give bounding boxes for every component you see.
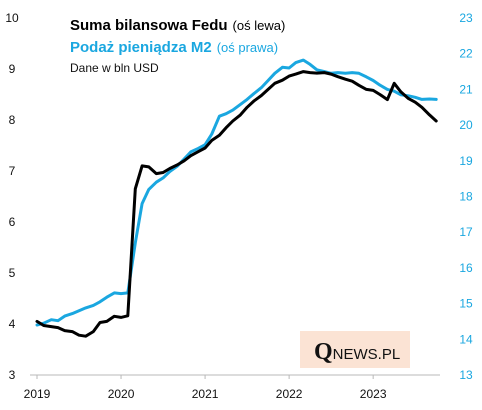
right-tick-label: 16 bbox=[459, 261, 473, 275]
legend-label-fed: Suma bilansowa Fedu (oś lewa) bbox=[70, 17, 285, 34]
x-tick-label: 2019 bbox=[24, 387, 51, 401]
units-note: Dane w bln USD bbox=[70, 61, 159, 75]
logo-text: QNEWS.PL bbox=[314, 339, 400, 365]
right-tick-label: 13 bbox=[459, 368, 473, 382]
x-tick-label: 2021 bbox=[192, 387, 219, 401]
left-tick-label: 4 bbox=[9, 317, 16, 331]
legend-fed-name: Suma bilansowa Fedu bbox=[70, 17, 228, 34]
left-tick-label: 7 bbox=[9, 164, 16, 178]
legend-label-m2: Podaż pieniądza M2 (oś prawa) bbox=[70, 39, 278, 56]
right-tick-label: 20 bbox=[459, 118, 473, 132]
logo-rest: NEWS.PL bbox=[333, 346, 401, 363]
left-tick-label: 6 bbox=[9, 215, 16, 229]
series-layer bbox=[35, 58, 438, 338]
left-tick-label: 5 bbox=[9, 266, 16, 280]
right-tick-label: 23 bbox=[459, 11, 473, 25]
left-tick-label: 3 bbox=[9, 368, 16, 382]
m2-money-supply-line bbox=[35, 58, 438, 327]
legend-fed-axis-note: (oś lewa) bbox=[233, 18, 286, 33]
right-tick-label: 19 bbox=[459, 154, 473, 168]
left-tick-label: 8 bbox=[9, 113, 16, 127]
legend-m2-axis-note: (oś prawa) bbox=[217, 40, 278, 55]
right-tick-label: 21 bbox=[459, 82, 473, 96]
left-axis-ticks: 3 4 5 6 7 8 9 10 bbox=[5, 11, 19, 382]
logo-background bbox=[300, 331, 410, 368]
left-tick-label: 10 bbox=[5, 11, 19, 25]
x-axis-ticks: 2019 2020 2021 2022 2023 bbox=[24, 375, 387, 401]
right-tick-label: 18 bbox=[459, 190, 473, 204]
right-tick-label: 15 bbox=[459, 297, 473, 311]
logo-q: Q bbox=[314, 339, 333, 365]
legend: Suma bilansowa Fedu (oś lewa) Podaż pieni… bbox=[70, 17, 285, 75]
qnews-logo: QNEWS.PL bbox=[300, 331, 410, 368]
right-axis-ticks: 13 14 15 16 17 18 19 20 21 22 23 bbox=[459, 11, 473, 382]
x-tick-label: 2023 bbox=[360, 387, 387, 401]
fed-balance-line bbox=[35, 70, 438, 338]
right-tick-label: 17 bbox=[459, 225, 473, 239]
legend-m2-name: Podaż pieniądza M2 bbox=[70, 39, 212, 56]
right-tick-label: 22 bbox=[459, 47, 473, 61]
x-tick-label: 2022 bbox=[276, 387, 303, 401]
x-tick-label: 2020 bbox=[108, 387, 135, 401]
right-tick-label: 14 bbox=[459, 332, 473, 346]
left-tick-label: 9 bbox=[9, 62, 16, 76]
